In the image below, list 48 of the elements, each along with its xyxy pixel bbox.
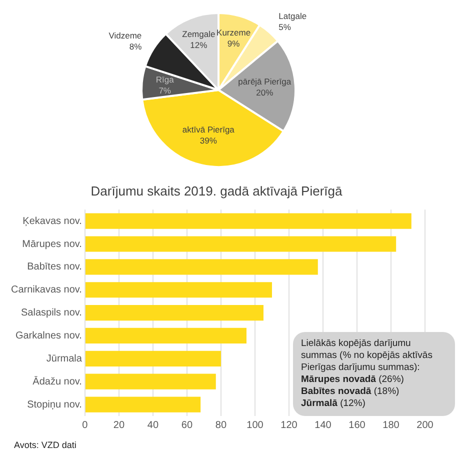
x-tick-label: 80 <box>215 420 227 431</box>
y-tick-label: Ķekavas nov. <box>22 216 82 227</box>
x-tick-label: 100 <box>246 420 264 431</box>
bar <box>85 328 246 344</box>
y-tick-label: Garkalnes nov. <box>15 330 82 342</box>
data-label: 9% <box>227 38 240 49</box>
slice-label: pārējā Pierīga <box>238 76 292 86</box>
annotation: Jūrmalā (12%) <box>301 398 366 410</box>
x-tick-label: 20 <box>113 420 125 431</box>
x-tick-label: 0 <box>82 420 88 431</box>
y-tick-label: Salaspils nov. <box>20 308 82 319</box>
y-tick-label: Jūrmala <box>46 353 82 364</box>
data-label: 20% <box>256 87 274 98</box>
slice-label: Zemgale <box>182 29 216 40</box>
bar <box>85 350 221 366</box>
data-label: 5% <box>278 22 292 32</box>
y-tick-label: Babītes nov. <box>27 262 82 273</box>
bar <box>85 236 396 252</box>
bar <box>85 282 272 298</box>
data-label: 12% <box>190 40 208 50</box>
bar <box>85 305 264 321</box>
slice-label: aktīvā Pierīga <box>182 124 235 134</box>
x-tick-label: 60 <box>181 420 193 431</box>
x-tick-label: 120 <box>280 420 298 431</box>
bar <box>85 259 318 275</box>
slice-label: Latgale <box>278 11 307 22</box>
y-tick-label: Mārupes nov. <box>22 238 82 250</box>
text: Avots: VZD dati <box>14 440 76 450</box>
y-tick-label: Carnikavas nov. <box>10 284 82 296</box>
annotation: Babītes novadā (18%) <box>301 386 400 398</box>
x-tick-label: 140 <box>314 420 332 431</box>
slice-label: Rīga <box>156 74 174 84</box>
annotation: Mārupes novadā (26%) <box>301 374 405 386</box>
data-label: 7% <box>158 85 172 96</box>
data-label: 8% <box>129 42 142 52</box>
slice-label: Vidzeme <box>108 30 142 41</box>
x-tick-label: 200 <box>416 420 434 431</box>
annotation: Lielākās kopējās darījumu summas (% no kopējās aktīvās Pierīgas darījumu summas): <box>301 338 434 374</box>
chart-title: Darījumu skaits 2019. gadā aktīvajā Pierīgā <box>90 183 344 198</box>
data-label: 39% <box>200 135 218 146</box>
x-tick-label: 180 <box>382 420 400 431</box>
bar <box>85 374 216 390</box>
x-tick-label: 40 <box>147 420 159 431</box>
x-tick-label: 160 <box>348 420 366 431</box>
bar <box>85 213 412 229</box>
y-tick-label: Stopiņu nov. <box>27 399 82 410</box>
y-tick-label: Ādažu nov. <box>32 375 82 388</box>
bar <box>85 396 201 412</box>
